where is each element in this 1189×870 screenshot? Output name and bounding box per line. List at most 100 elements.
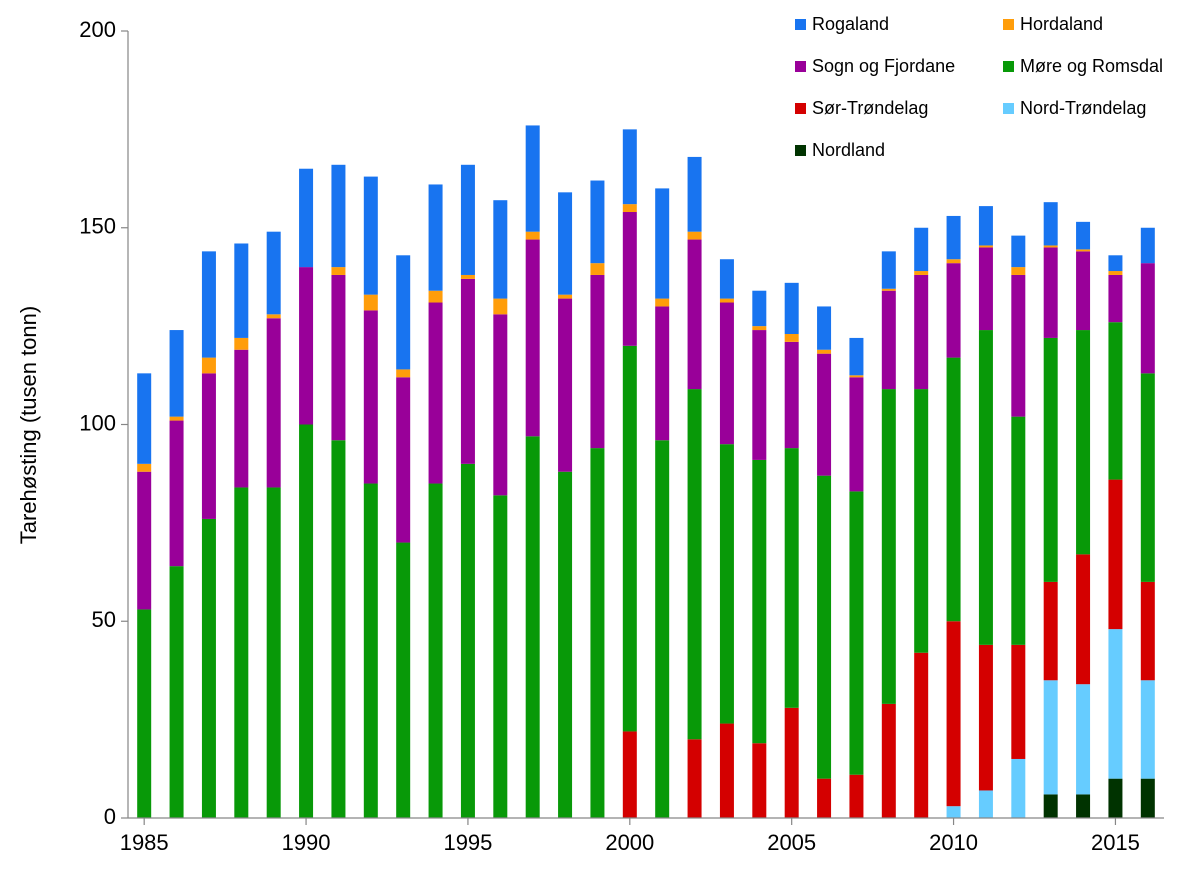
legend-swatch: [795, 103, 806, 114]
bar-segment: [331, 274, 346, 441]
bar-segment: [817, 349, 832, 354]
bar-segment: [234, 243, 249, 338]
bar-segment: [525, 231, 540, 240]
bar-segment: [1140, 680, 1155, 779]
bar-segment: [590, 448, 605, 818]
bar-segment: [752, 330, 767, 460]
bar-segment: [1140, 227, 1155, 264]
legend-label: Rogaland: [812, 14, 889, 34]
legend-label: Sør-Trøndelag: [812, 98, 928, 118]
bar-segment: [1043, 680, 1058, 795]
bar-segment: [137, 471, 152, 610]
bar-segment: [266, 487, 281, 818]
bar-segment: [719, 723, 734, 818]
bar-segment: [622, 129, 637, 205]
bar-segment: [784, 333, 799, 342]
x-tick-label: 1990: [282, 830, 331, 855]
bar-segment: [752, 326, 767, 331]
bar-segment: [881, 288, 896, 291]
bar-segment: [396, 255, 411, 370]
bar-segment: [784, 707, 799, 818]
bar-segment: [1043, 245, 1058, 248]
y-tick-label: 0: [104, 804, 116, 829]
legend-label: Møre og Romsdal: [1020, 56, 1163, 76]
bar-segment: [752, 290, 767, 327]
y-tick-label: 150: [79, 214, 116, 239]
bar-segment: [655, 306, 670, 441]
bar-segment: [331, 164, 346, 268]
bar-segment: [460, 164, 475, 275]
legend-swatch: [1003, 103, 1014, 114]
bar-segment: [978, 330, 993, 645]
bar-segment: [946, 259, 961, 264]
bar-segment: [525, 239, 540, 437]
bar-segment: [719, 298, 734, 303]
bar-segment: [946, 263, 961, 358]
bar-segment: [201, 357, 216, 374]
bar-segment: [622, 731, 637, 818]
bar-segment: [719, 259, 734, 299]
x-tick-label: 2015: [1091, 830, 1140, 855]
bar-segment: [1108, 271, 1123, 275]
bar-segment: [525, 125, 540, 232]
bar-segment: [946, 215, 961, 260]
bar-segment: [590, 263, 605, 275]
x-tick-label: 2010: [929, 830, 978, 855]
bar-segment: [622, 212, 637, 346]
bar-segment: [849, 377, 864, 492]
legend-swatch: [1003, 61, 1014, 72]
bar-segment: [914, 227, 929, 272]
bar-segment: [978, 247, 993, 331]
bar-segment: [784, 282, 799, 334]
bar-segment: [234, 337, 249, 350]
bar-segment: [849, 337, 864, 376]
bar-segment: [428, 290, 443, 303]
bar-segment: [493, 314, 508, 496]
y-tick-label: 50: [92, 607, 116, 632]
bar-segment: [331, 440, 346, 818]
bar-segment: [460, 463, 475, 818]
bar-segment: [881, 290, 896, 390]
bar-segment: [784, 448, 799, 708]
bar-segment: [687, 231, 702, 240]
bar-segment: [137, 609, 152, 818]
bar-segment: [201, 251, 216, 358]
bar-segment: [881, 389, 896, 704]
bar-segment: [752, 743, 767, 818]
bar-segment: [655, 298, 670, 307]
bar-segment: [622, 204, 637, 213]
bar-segment: [299, 168, 314, 268]
legend-swatch: [795, 61, 806, 72]
bar-segment: [978, 245, 993, 248]
bar-segment: [978, 206, 993, 246]
bar-segment: [1076, 554, 1091, 685]
legend-label: Hordaland: [1020, 14, 1103, 34]
bar-segment: [1043, 581, 1058, 681]
bar-segment: [817, 778, 832, 818]
bar-segment: [1043, 794, 1058, 818]
bar-segment: [1043, 337, 1058, 582]
bar-segment: [493, 298, 508, 315]
bar-segment: [460, 278, 475, 464]
bar-segment: [687, 239, 702, 390]
bar-segment: [1108, 629, 1123, 779]
bar-segment: [1011, 235, 1026, 268]
bar-segment: [622, 345, 637, 732]
bar-segment: [1108, 274, 1123, 323]
bar-segment: [1108, 322, 1123, 480]
y-tick-label: 100: [79, 410, 116, 435]
bar-segment: [137, 463, 152, 472]
legend-label: Nord-Trøndelag: [1020, 98, 1146, 118]
bar-segment: [1108, 778, 1123, 818]
bar-segment: [946, 806, 961, 818]
bar-segment: [234, 349, 249, 488]
bar-segment: [881, 703, 896, 818]
bar-segment: [914, 274, 929, 390]
legend-swatch: [795, 19, 806, 30]
bar-segment: [363, 294, 378, 311]
bar-segment: [169, 420, 184, 567]
bar-segment: [1140, 263, 1155, 374]
bar-segment: [1076, 221, 1091, 250]
bar-segment: [946, 357, 961, 622]
